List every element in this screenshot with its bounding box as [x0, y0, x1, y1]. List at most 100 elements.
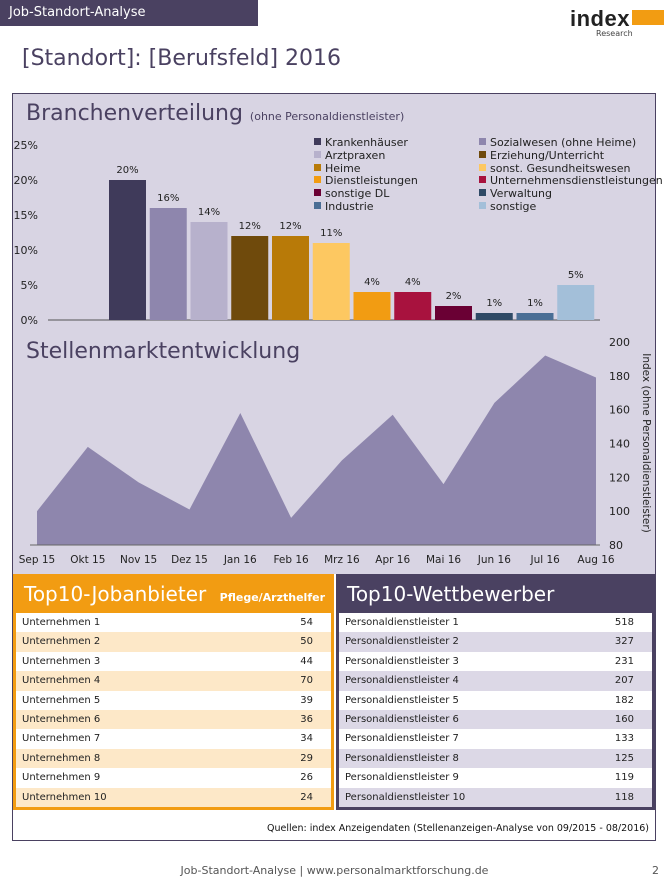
bar-data-label: 20%	[116, 165, 138, 176]
row-name: Personaldienstleister 6	[345, 713, 459, 725]
bar-y-tick-label: 0%	[21, 314, 38, 327]
bar-3	[190, 222, 228, 320]
table-row: Personaldienstleister 3 231	[339, 652, 652, 671]
header-tab: Job-Standort-Analyse	[0, 0, 258, 26]
bar-12	[557, 285, 595, 320]
area-x-tick-label: Jan 16	[223, 554, 257, 566]
table-row: Unternehmen 9 26	[16, 768, 331, 787]
bar-data-label: 12%	[279, 221, 301, 232]
legend-item: Erziehung/Unterricht	[479, 149, 604, 162]
table-row: Unternehmen 8 29	[16, 748, 331, 769]
legend-swatch	[314, 189, 321, 197]
row-name: Personaldienstleister 9	[345, 772, 459, 784]
bar-8	[394, 292, 432, 320]
top10-wettbewerber-header: Top10-Wettbewerber	[339, 577, 652, 613]
table-row: Unternehmen 10 24	[16, 787, 331, 807]
area-x-tick-label: Apr 16	[375, 554, 410, 566]
row-name: Unternehmen 4	[22, 675, 101, 687]
row-name: Personaldienstleister 7	[345, 733, 459, 745]
area-x-tick-label: Mai 16	[426, 554, 461, 566]
row-name: Unternehmen 8	[22, 752, 101, 764]
row-value: 231	[614, 655, 634, 667]
area-x-tick-label: Nov 15	[120, 554, 157, 566]
legend-item: Dienstleistungen	[314, 174, 418, 187]
index-research-logo: index Research	[566, 6, 666, 42]
row-value: 133	[614, 733, 634, 745]
stellenmarkt-title: Stellenmarktentwicklung	[26, 339, 301, 364]
row-value: 39	[300, 694, 313, 706]
legend-item: sonst. Gesundheitswesen	[479, 162, 631, 175]
row-name: Unternehmen 3	[22, 655, 101, 667]
bar-1	[109, 180, 146, 320]
row-value: 54	[300, 617, 313, 628]
page-footer: Job-Standort-Analyse | www.personalmarkt…	[180, 864, 489, 877]
top10-jobanbieter-panel: Top10-Jobanbieter Pflege/Arzthelfer Unte…	[13, 574, 334, 810]
row-name: Unternehmen 7	[22, 733, 101, 745]
legend-swatch	[314, 150, 321, 158]
legend-swatch	[314, 202, 321, 209]
bar-data-label: 1%	[486, 298, 502, 309]
legend-item: Unternehmensdienstleistungen	[479, 174, 663, 187]
table-row: Unternehmen 5 39	[16, 691, 331, 710]
area-y-tick-label: 200	[609, 336, 630, 349]
legend-swatch	[479, 176, 486, 184]
legend-swatch	[479, 163, 486, 171]
page-title: [Standort]: [Berufsfeld] 2016	[22, 46, 342, 71]
area-y-tick-label: 120	[609, 471, 630, 484]
bar-y-tick-label: 10%	[14, 244, 38, 257]
bar-data-label: 16%	[157, 193, 179, 204]
legend-item: Industrie	[314, 200, 374, 213]
table-row: Personaldienstleister 2 327	[339, 632, 652, 652]
area-y-tick-label: 180	[609, 370, 630, 383]
row-value: 160	[614, 713, 634, 725]
logo-accent-bar	[632, 10, 664, 25]
legend-item: Verwaltung	[479, 187, 552, 200]
row-name: Unternehmen 1	[22, 617, 101, 628]
row-value: 44	[300, 655, 313, 667]
legend-label: sonstige DL	[325, 187, 390, 201]
legend-item: Arztpraxen	[314, 149, 385, 162]
bar-7	[353, 292, 391, 320]
branchenverteilung-title: Branchenverteilung (ohne Personaldienstl…	[26, 101, 404, 126]
area-y-tick-label: 80	[609, 539, 623, 552]
bar-data-label: 1%	[527, 298, 543, 309]
row-value: 70	[300, 675, 313, 687]
legend-swatch	[314, 163, 321, 171]
legend-label: sonstige	[490, 200, 537, 213]
legend-label: Dienstleistungen	[325, 174, 418, 188]
row-name: Unternehmen 6	[22, 713, 101, 725]
row-value: 118	[614, 791, 634, 803]
table-row: Personaldienstleister 10 118	[339, 787, 652, 807]
area-y-tick-label: 140	[609, 438, 630, 451]
table-row: Unternehmen 3 44	[16, 652, 331, 671]
top10-jobanbieter-header: Top10-Jobanbieter Pflege/Arzthelfer	[16, 577, 331, 613]
branchenverteilung-title-text: Branchenverteilung	[26, 101, 243, 126]
bar-4	[231, 236, 269, 320]
legend-swatch	[314, 138, 321, 145]
area-y-axis-label: Index (ohne Personaldienstleister)	[640, 353, 652, 533]
area-x-tick-label: Feb 16	[273, 554, 309, 566]
bar-data-label: 4%	[405, 277, 421, 288]
bar-10	[475, 313, 513, 320]
area-x-tick-label: Jul 16	[529, 554, 560, 566]
row-value: 182	[614, 694, 634, 706]
table-row: Personaldienstleister 1 518	[339, 613, 652, 632]
table-row: Unternehmen 1 54	[16, 613, 331, 632]
row-value: 26	[300, 772, 313, 784]
table-row: Unternehmen 7 34	[16, 729, 331, 748]
top10-wettbewerber-list: Personaldienstleister 1 518 Personaldienst…	[339, 613, 652, 807]
bar-11	[516, 313, 554, 320]
area-series	[37, 355, 596, 545]
legend-label: Heime	[325, 161, 361, 175]
row-name: Unternehmen 2	[22, 636, 101, 648]
legend-swatch	[479, 138, 486, 145]
area-y-tick-label: 100	[609, 505, 630, 518]
table-row: Unternehmen 2 50	[16, 632, 331, 652]
legend-item: Sozialwesen (ohne Heime)	[479, 136, 636, 149]
row-name: Unternehmen 10	[22, 791, 107, 803]
row-name: Personaldienstleister 8	[345, 752, 459, 764]
bar-5	[272, 236, 309, 320]
row-name: Personaldienstleister 2	[345, 636, 459, 648]
top10-jobanbieter-subtitle: Pflege/Arzthelfer	[219, 591, 325, 604]
table-row: Personaldienstleister 7 133	[339, 729, 652, 748]
